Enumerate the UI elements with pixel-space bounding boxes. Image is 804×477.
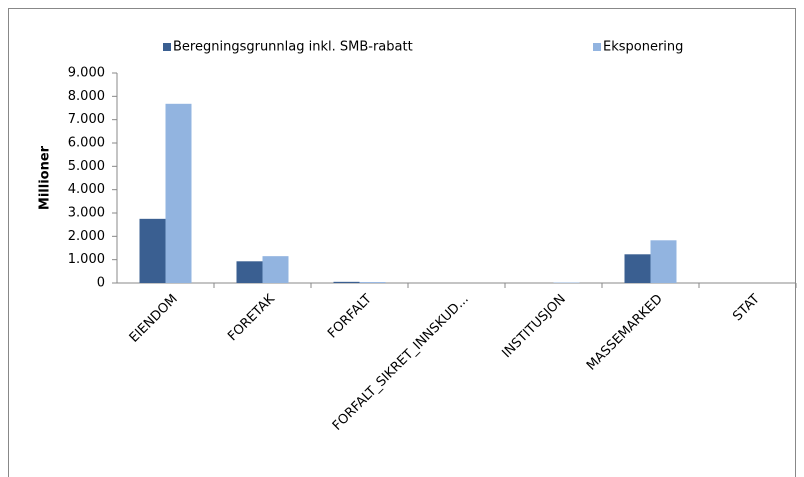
x-tick-label: MASSEMARKED <box>584 292 666 374</box>
y-tick-label: 6.000 <box>68 136 105 151</box>
x-tick-label: INSTITUSJON <box>499 292 568 361</box>
bar <box>333 281 360 283</box>
chart-frame <box>8 8 796 477</box>
bar <box>236 261 263 283</box>
x-tick-label: FORETAK <box>225 291 278 344</box>
y-tick-label: 1.000 <box>68 252 105 267</box>
bar <box>359 282 386 283</box>
bar <box>650 240 677 283</box>
y-tick-label: 8.000 <box>68 89 105 104</box>
legend-label: Beregningsgrunnlag inkl. SMB-rabatt <box>173 40 413 55</box>
bar <box>165 103 192 283</box>
y-tick-label: 2.000 <box>68 229 105 244</box>
y-tick-label: 9.000 <box>68 66 105 81</box>
y-tick-label: 3.000 <box>68 206 105 221</box>
legend-swatch <box>593 43 601 51</box>
y-axis-label: Millioner <box>38 145 53 210</box>
y-tick-label: 4.000 <box>68 182 105 197</box>
x-tick-label: FORFALT <box>325 292 375 342</box>
y-tick-label: 0 <box>97 276 105 291</box>
bar <box>262 256 289 283</box>
bar <box>624 254 651 283</box>
x-tick-label: STAT <box>730 292 763 325</box>
x-tick-label: EIENDOM <box>127 292 181 346</box>
y-tick-label: 7.000 <box>68 112 105 127</box>
bar <box>139 218 166 283</box>
legend-label: Eksponering <box>603 40 683 55</box>
legend-swatch <box>163 43 171 51</box>
y-tick-label: 5.000 <box>68 159 105 174</box>
